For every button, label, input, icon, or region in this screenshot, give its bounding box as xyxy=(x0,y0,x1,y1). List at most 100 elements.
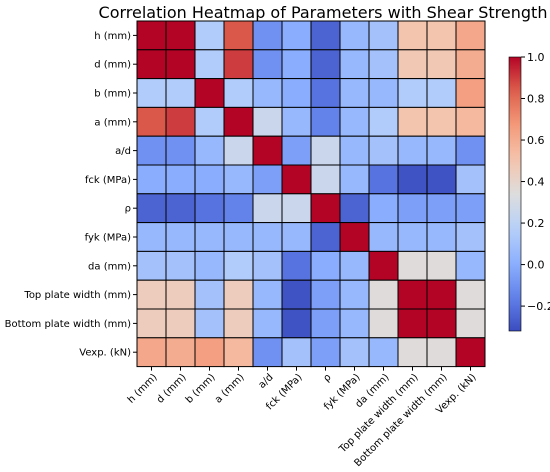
colorbar-tick-label: 1.0 xyxy=(527,51,545,64)
heatmap-cell xyxy=(426,337,457,368)
heatmap-cell xyxy=(252,250,283,281)
heatmap-cell xyxy=(455,135,486,166)
heatmap-cell xyxy=(397,222,428,252)
heatmap-cell xyxy=(455,193,486,224)
row-label-h-mm: h (mm) xyxy=(94,31,131,42)
chart-title: Correlation Heatmap of Parameters with S… xyxy=(99,3,548,22)
heatmap-cell xyxy=(223,193,254,224)
heatmap-cell xyxy=(426,250,457,281)
heatmap-cell xyxy=(368,78,399,108)
heatmap-cell xyxy=(339,222,370,252)
heatmap-cell xyxy=(194,49,225,80)
heatmap-cell xyxy=(368,135,399,166)
heatmap-cell xyxy=(339,193,370,224)
heatmap-cell xyxy=(455,49,486,80)
column-label-a-mm: a (mm) xyxy=(213,372,247,406)
heatmap-cell xyxy=(455,279,486,310)
heatmap-cell xyxy=(339,279,370,310)
heatmap-cell xyxy=(194,193,225,224)
heatmap-cell xyxy=(310,78,341,108)
heatmap-cell xyxy=(368,20,399,51)
heatmap-cell xyxy=(136,222,167,252)
heatmap-cell xyxy=(136,106,167,137)
heatmap-cell xyxy=(368,193,399,224)
heatmap-cell xyxy=(310,164,341,195)
heatmap-cell xyxy=(397,78,428,108)
heatmap-cell xyxy=(426,279,457,310)
heatmap-cell xyxy=(194,78,225,108)
heatmap-cell xyxy=(310,193,341,224)
heatmap-cell xyxy=(223,222,254,252)
row-label-b-mm: b (mm) xyxy=(94,89,131,100)
heatmap-cell xyxy=(281,193,312,224)
heatmap-cell xyxy=(339,106,370,137)
heatmap-cell xyxy=(136,337,167,368)
row-labels: h (mm) d (mm) b (mm) a (mm) a/d fck (MPa) ρ fyk… xyxy=(5,31,137,359)
heatmap-cell xyxy=(310,279,341,310)
heatmap-cell xyxy=(397,49,428,80)
heatmap-cell xyxy=(223,135,254,166)
heatmap-cell xyxy=(281,20,312,51)
heatmap-cell xyxy=(339,308,370,339)
colorbar: 1.0 0.8 0.6 0.4 0.2 0.0 −0.2 xyxy=(508,51,550,332)
colorbar-tick-label: 0.8 xyxy=(527,93,545,106)
heatmap-cell xyxy=(281,106,312,137)
heatmap-cell xyxy=(165,106,196,137)
heatmap-cell xyxy=(252,279,283,310)
heatmap-cell xyxy=(368,308,399,339)
heatmap-cell xyxy=(165,78,196,108)
heatmap-cell xyxy=(165,250,196,281)
row-label-d-mm: d (mm) xyxy=(94,60,131,71)
heatmap-cell xyxy=(368,279,399,310)
colorbar-tick-label: 0.6 xyxy=(527,134,545,147)
heatmap-cell xyxy=(455,222,486,252)
heatmap-cell xyxy=(455,308,486,339)
heatmap-cell xyxy=(368,106,399,137)
heatmap-cell xyxy=(194,337,225,368)
heatmap-cell xyxy=(165,337,196,368)
heatmap-cells xyxy=(136,20,486,368)
row-label-fck-mpa: fck (MPa) xyxy=(85,175,131,186)
heatmap-cell xyxy=(136,164,167,195)
row-label-vexp-kn: Vexp. (kN) xyxy=(79,348,131,359)
heatmap-cell xyxy=(223,164,254,195)
heatmap-cell xyxy=(310,222,341,252)
heatmap-cell xyxy=(281,308,312,339)
heatmap-cell xyxy=(426,135,457,166)
heatmap-cell xyxy=(310,106,341,137)
heatmap-cell xyxy=(281,222,312,252)
row-label-a-d: a/d xyxy=(115,146,131,157)
heatmap-cell xyxy=(455,164,486,195)
heatmap-cell xyxy=(426,222,457,252)
column-label-b-mm: b (mm) xyxy=(184,372,218,406)
heatmap-cell xyxy=(426,308,457,339)
heatmap-cell xyxy=(310,250,341,281)
heatmap-cell xyxy=(426,49,457,80)
heatmap-cell xyxy=(339,49,370,80)
heatmap-cell xyxy=(426,164,457,195)
heatmap-cell xyxy=(136,78,167,108)
row-label-fyk-mpa: fyk (MPa) xyxy=(85,233,131,244)
heatmap-cell xyxy=(310,308,341,339)
colorbar-tick-label: 0.0 xyxy=(527,259,545,272)
heatmap-cell xyxy=(165,308,196,339)
heatmap-cell xyxy=(339,135,370,166)
column-label-d-mm: d (mm) xyxy=(155,372,189,406)
heatmap-cell xyxy=(136,250,167,281)
heatmap-cell xyxy=(223,106,254,137)
colorbar-tick-label: 0.2 xyxy=(527,217,545,230)
heatmap-cell xyxy=(136,49,167,80)
heatmap-cell xyxy=(281,250,312,281)
heatmap-cell xyxy=(397,135,428,166)
heatmap-cell xyxy=(252,49,283,80)
heatmap-cell xyxy=(397,337,428,368)
heatmap-cell xyxy=(194,164,225,195)
column-label-h-mm: h (mm) xyxy=(126,372,160,406)
row-label-da-mm: da (mm) xyxy=(88,261,131,272)
heatmap-cell xyxy=(310,20,341,51)
heatmap-cell xyxy=(136,193,167,224)
heatmap-cell xyxy=(339,164,370,195)
heatmap-cell xyxy=(252,164,283,195)
